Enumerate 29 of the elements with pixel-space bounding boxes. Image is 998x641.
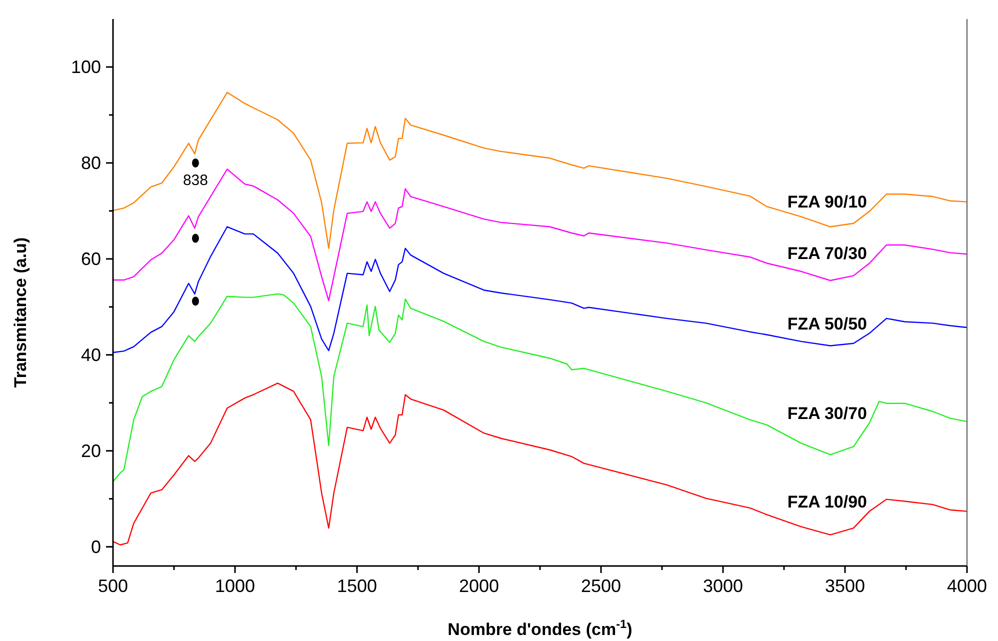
series-label: FZA 50/50 (787, 314, 867, 334)
x-tick-label: 1000 (214, 576, 256, 596)
y-tick-label: 80 (80, 152, 101, 173)
line-series (112, 293, 968, 482)
x-tick-label: 500 (98, 576, 128, 596)
x-tick-label: 2500 (580, 576, 622, 596)
y-tick-label: 40 (80, 344, 101, 365)
x-tick-label: 2000 (458, 576, 500, 596)
y-tick-label: 100 (70, 56, 101, 77)
x-axis-title: Nombre d'ondes (cm$^{-1}$) (448, 617, 632, 639)
series-label: FZA 10/90 (787, 492, 867, 512)
y-tick-label: 20 (80, 440, 101, 461)
x-tick-label: 3500 (824, 576, 866, 596)
annotation: 838 (182, 172, 208, 189)
y-tick-label: 0 (90, 536, 101, 557)
x-tick-label: 1500 (336, 576, 378, 596)
line-series (112, 382, 968, 546)
line-series (112, 226, 968, 354)
series-label: FZA 70/30 (787, 244, 867, 264)
series-label: FZA 30/70 (787, 404, 867, 424)
line-series (112, 168, 968, 302)
point (192, 234, 199, 243)
x-tick-label: 3000 (702, 576, 744, 596)
y-axis-title: Transmitance (a.u) (11, 237, 30, 388)
point (192, 158, 199, 168)
series-label: FZA 90/10 (787, 192, 867, 212)
y-tick-label: 60 (80, 248, 101, 269)
point (192, 296, 199, 306)
x-tick-label: 4000 (946, 576, 988, 596)
